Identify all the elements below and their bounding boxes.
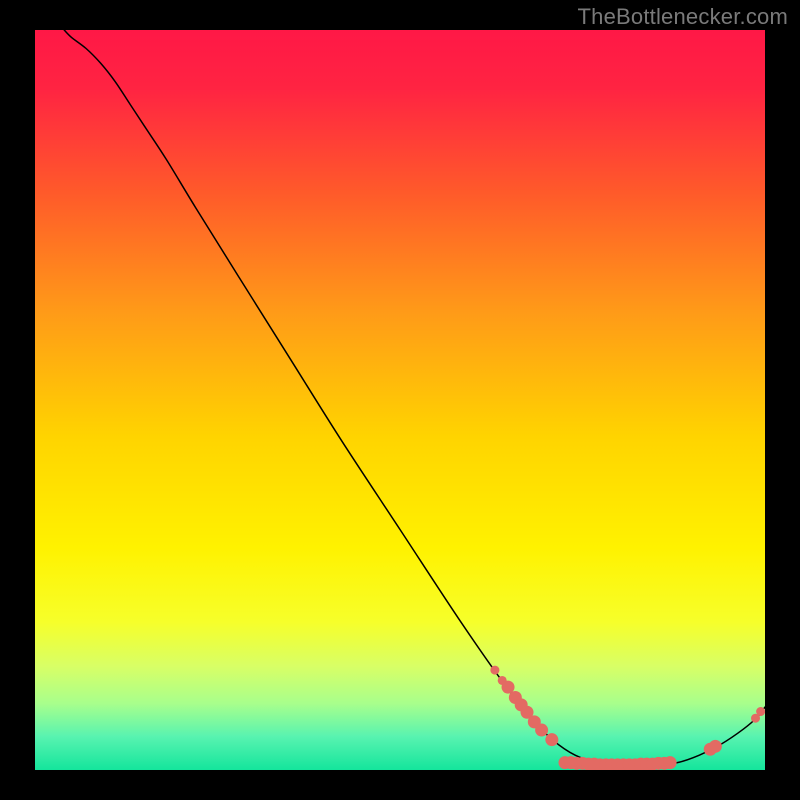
chart-frame: TheBottlenecker.com <box>0 0 800 800</box>
data-marker <box>664 756 677 769</box>
plot-background <box>35 30 765 770</box>
data-marker <box>709 740 722 753</box>
data-marker <box>545 733 558 746</box>
data-marker <box>535 724 548 737</box>
watermark-text: TheBottlenecker.com <box>578 4 788 30</box>
data-marker <box>756 707 765 716</box>
bottleneck-chart <box>35 30 765 770</box>
data-marker <box>490 666 499 675</box>
